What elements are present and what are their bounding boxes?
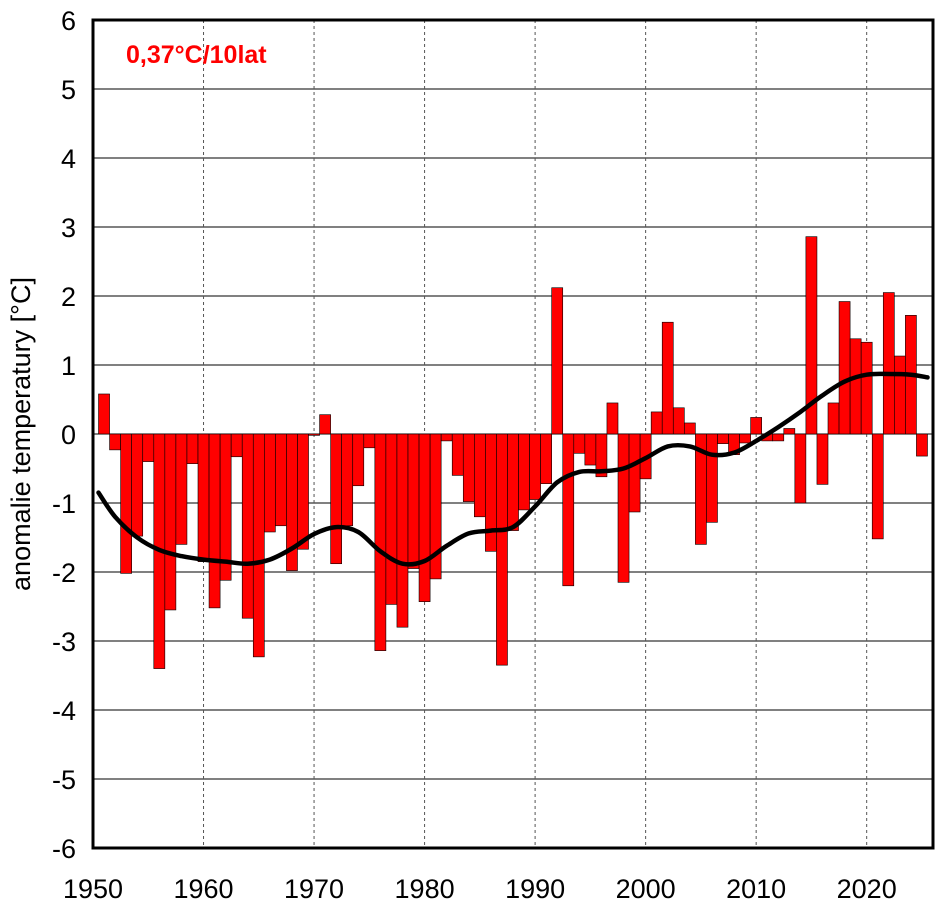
y-tick-label: -6 [52,834,76,864]
anomaly-bar [739,433,751,444]
anomaly-bar [109,433,121,451]
y-tick-label: 4 [61,144,76,174]
anomaly-bar [120,433,132,574]
anomaly-bar [496,433,508,666]
horizontal-gridlines [93,88,933,780]
anomaly-bar [131,433,144,537]
anomaly-bar [264,433,276,533]
y-tick-label: -4 [52,696,76,726]
anomaly-bar [407,433,420,569]
anomaly-bar [308,433,320,436]
anomaly-bar [783,428,796,435]
y-tick-label: -2 [52,558,76,588]
anomaly-bar [241,433,254,619]
anomaly-bar [186,433,199,464]
anomaly-bar [540,433,552,484]
anomaly-bar [363,433,376,449]
anomaly-bar [650,411,663,435]
anomaly-bar [230,433,243,458]
anomaly-bar [142,433,155,462]
anomaly-bar [916,433,928,457]
anomaly-bar [860,341,873,435]
anomaly-bar [606,402,619,435]
anomaly-bar [573,433,586,454]
y-tick-label: -5 [52,765,76,795]
anomaly-bar [197,433,210,562]
anomaly-bar [385,433,398,605]
anomaly-bar [551,287,564,435]
anomaly-bar [297,433,309,550]
anomaly-bar [849,338,862,435]
anomaly-bar [684,422,696,435]
anomaly-bar [98,393,110,435]
anomaly-bar [805,236,818,435]
y-axis-label: anomalie temperatury [°C] [6,277,36,591]
anomaly-bar [750,417,762,435]
y-tick-label: 2 [61,282,76,312]
anomaly-bar [628,433,641,513]
anomaly-bar [529,433,541,500]
anomaly-bar [164,433,177,611]
x-tick-label: 1960 [173,874,233,904]
anomaly-bar [208,433,221,609]
smoothed-trend-line [96,371,930,567]
anomaly-bar [451,433,464,476]
x-tick-label: 2010 [726,874,786,904]
y-tick-label: 5 [61,75,76,105]
x-tick-labels: 1950 1960 1970 1980 1990 2000 2010 2020 [63,874,897,904]
x-tick-label: 2020 [837,874,897,904]
anomaly-bar [827,402,840,435]
anomaly-bar [562,433,575,587]
anomaly-bar [252,433,265,658]
anomaly-bar [672,407,685,435]
anomaly-bar [418,433,431,602]
anomaly-bar [661,321,674,435]
x-tick-label: 1980 [395,874,455,904]
x-tick-label: 2000 [616,874,676,904]
y-tick-label: -3 [52,627,76,657]
anomaly-bar [838,301,851,435]
anomaly-bar [440,433,453,442]
anomaly-bar [794,433,807,504]
anomaly-bar [374,433,387,651]
anomaly-bar [474,433,486,518]
anomaly-bar [894,355,906,435]
y-tick-label: -1 [52,489,76,519]
y-tick-label: 6 [61,6,76,36]
trend-annotation: 0,37°C/10lat [126,41,267,69]
anomaly-bar [352,433,365,487]
anomaly-bar [485,433,497,552]
anomaly-bar [595,433,608,478]
anomaly-bar [706,433,718,523]
x-tick-label: 1970 [284,874,344,904]
anomaly-bar [882,292,895,435]
y-tick-label: 1 [61,351,76,381]
anomaly-bar [219,433,232,581]
anomaly-bar [772,433,785,442]
anomaly-bar [507,433,519,531]
anomaly-bar [617,433,630,583]
anomaly-bar [175,433,188,545]
anomaly-bar [871,433,884,540]
anomaly-bar [518,433,530,511]
anomaly-bar [275,433,287,527]
anomaly-bar [462,433,475,502]
anomaly-bar [396,433,409,628]
anomaly-bar [429,433,442,580]
y-tick-label: 0 [61,420,76,450]
x-tick-label: 1950 [63,874,123,904]
anomaly-bar [341,433,354,527]
y-tick-labels: -6 -5 -4 -3 -2 -1 0 1 2 3 4 5 6 [52,6,76,864]
anomaly-bar [319,414,331,435]
x-tick-label: 1990 [505,874,565,904]
anomaly-bar [584,433,597,466]
anomaly-bar [816,433,829,485]
y-tick-label: 3 [61,213,76,243]
plot-frame [91,18,935,850]
anomaly-bar [717,433,729,444]
anomaly-bar [330,433,342,565]
